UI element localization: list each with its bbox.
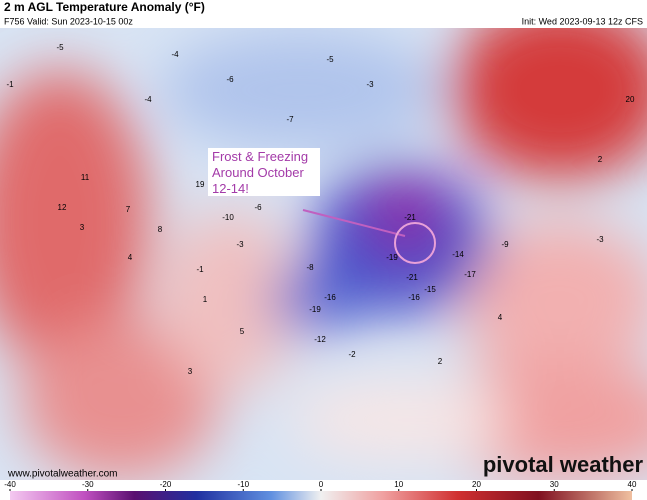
map-value: -4 <box>144 95 152 104</box>
map-value: 4 <box>128 253 133 262</box>
map-value: -1 <box>196 265 204 274</box>
map-value: -10 <box>222 213 234 222</box>
map-value: -17 <box>464 270 476 279</box>
map-value: 4 <box>498 313 503 322</box>
map-value: 12 <box>58 203 67 212</box>
map-value: 3 <box>188 367 193 376</box>
colorbar-label: 40 <box>628 480 637 489</box>
colorbar-label: 0 <box>319 480 324 489</box>
map-value: 2 <box>438 357 443 366</box>
map-value: -16 <box>408 293 420 302</box>
map-value: -6 <box>226 75 234 84</box>
valid-time: F756 Valid: Sun 2023-10-15 00z <box>4 16 133 26</box>
map-value: 20 <box>626 95 635 104</box>
map-value: -9 <box>501 240 509 249</box>
map-value: -12 <box>314 335 326 344</box>
annotation-box <box>208 148 320 196</box>
header-bar <box>0 0 647 28</box>
map-value: -21 <box>406 273 418 282</box>
colorbar-label: -30 <box>82 480 94 489</box>
map-value: 19 <box>196 180 205 189</box>
annotation-line-1: Frost & Freezing Around October 12-14! <box>212 149 308 196</box>
highlight-circle <box>394 222 436 264</box>
map-value: 7 <box>126 205 131 214</box>
map-value: 2 <box>598 155 603 164</box>
map-value: 5 <box>240 327 245 336</box>
colorbar <box>10 491 632 500</box>
map-value: -16 <box>324 293 336 302</box>
map-value: 11 <box>81 173 90 182</box>
map-value: -7 <box>286 115 294 124</box>
map-value: -3 <box>596 235 604 244</box>
map-value: 8 <box>158 225 163 234</box>
colorbar-label: 10 <box>394 480 403 489</box>
map-value: 1 <box>203 295 208 304</box>
init-time: Init: Wed 2023-09-13 12z CFS <box>522 16 643 26</box>
map-value: -3 <box>236 240 244 249</box>
map-value: -19 <box>386 253 398 262</box>
logo: pivotal weather <box>483 452 644 477</box>
map-value: -14 <box>452 250 464 259</box>
colorbar-label: 30 <box>550 480 559 489</box>
map-value: -3 <box>366 80 374 89</box>
anomaly-field <box>0 0 647 480</box>
colorbar-label: -20 <box>160 480 172 489</box>
map-value: -19 <box>309 305 321 314</box>
map-value: -5 <box>56 43 64 52</box>
map-value: 3 <box>80 223 85 232</box>
map-value: -8 <box>306 263 314 272</box>
website: www.pivotalweather.com <box>7 469 118 480</box>
map-value: -15 <box>424 285 436 294</box>
map-value: -1 <box>6 80 14 89</box>
annotation-arrow <box>302 209 406 237</box>
title: 2 m AGL Temperature Anomaly (°F) <box>4 0 205 14</box>
map-value: -2 <box>348 350 356 359</box>
map-value: -4 <box>171 50 179 59</box>
colorbar-label: -40 <box>4 480 16 489</box>
map-value: -21 <box>404 213 416 222</box>
map-value: -5 <box>326 55 334 64</box>
colorbar-label: -10 <box>237 480 249 489</box>
colorbar-label: 20 <box>472 480 481 489</box>
map-value: -6 <box>254 203 262 212</box>
